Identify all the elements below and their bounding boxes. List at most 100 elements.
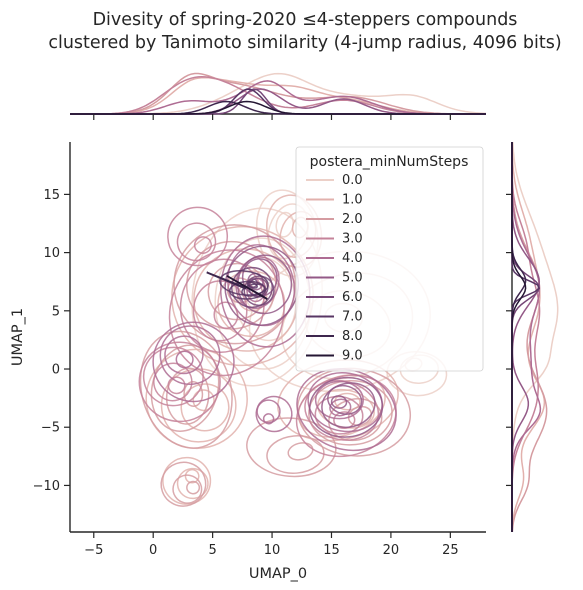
contour-5.0-1-2 bbox=[321, 382, 376, 429]
contour-1.0-3-2 bbox=[162, 456, 212, 505]
y-tick-label-0: 0 bbox=[52, 363, 60, 378]
legend-entry-4.0: 4.0 bbox=[306, 251, 363, 266]
legend-label-0.0: 0.0 bbox=[342, 173, 363, 188]
x-tick-label-20: 20 bbox=[383, 543, 400, 558]
series-9.0 bbox=[226, 275, 268, 300]
y-axis-label: UMAP_1 bbox=[10, 308, 26, 366]
contour-2.0-0-3 bbox=[173, 224, 297, 345]
contour-7.0-0-3 bbox=[219, 270, 269, 296]
contour-4.0-1-1 bbox=[314, 380, 364, 420]
x-axis-label: UMAP_0 bbox=[249, 566, 307, 582]
x-tick-label--5: −5 bbox=[84, 543, 103, 558]
x-tick-label-25: 25 bbox=[442, 543, 459, 558]
legend-entry-3.0: 3.0 bbox=[306, 232, 363, 247]
contour-4.0-0-2 bbox=[227, 244, 296, 327]
legend-entry-2.0: 2.0 bbox=[306, 212, 363, 227]
y-tick-label-15: 15 bbox=[43, 188, 60, 203]
contour-2.0-1-3 bbox=[139, 330, 233, 449]
contour-2.0-1-1 bbox=[165, 367, 210, 425]
contour-2.0-0-2 bbox=[186, 240, 277, 330]
legend-entry-5.0: 5.0 bbox=[306, 271, 363, 286]
contour-1.0-3-1 bbox=[176, 467, 209, 500]
top-marginal-2.0 bbox=[70, 72, 486, 115]
x-tick-label-0: 0 bbox=[149, 543, 157, 558]
contour-2.0-2-0 bbox=[347, 405, 373, 426]
legend-entry-6.0: 6.0 bbox=[306, 290, 363, 305]
contour-2.0-1-0 bbox=[183, 381, 204, 407]
contour-3.0-1-2 bbox=[142, 346, 204, 407]
chart-title-line-1: Divesity of spring-2020 ≤4-steppers comp… bbox=[93, 10, 518, 30]
segment-8.0 bbox=[206, 271, 247, 290]
right-marginal-2.0 bbox=[511, 142, 548, 533]
legend-label-2.0: 2.0 bbox=[342, 212, 363, 227]
contour-3.0-0-3 bbox=[168, 249, 285, 377]
legend-entry-0.0: 0.0 bbox=[306, 173, 363, 188]
contour-3.0-2-3 bbox=[295, 374, 397, 458]
axes: −5 0 5 10 15 20 25 −10 −5 0 5 10 15 bbox=[33, 114, 512, 558]
contour-4.0-2-3 bbox=[152, 321, 235, 403]
contour-2.0-3-1 bbox=[172, 474, 203, 504]
contour-4.0-1-3 bbox=[296, 368, 397, 452]
right-marginal-9.0 bbox=[511, 142, 527, 532]
right-marginal-3.0 bbox=[511, 142, 541, 532]
contour-3.0-1-0 bbox=[167, 376, 186, 395]
contour-1.0-1-1 bbox=[180, 383, 230, 432]
series-8.0 bbox=[206, 271, 247, 290]
legend-label-9.0: 9.0 bbox=[342, 349, 363, 364]
chart-title-line-2: clustered by Tanimoto similarity (4-jump… bbox=[48, 33, 561, 53]
right-marginal-5.0 bbox=[511, 142, 541, 532]
top-marginal-4.0 bbox=[70, 80, 486, 115]
contour-3.0-0-2 bbox=[179, 258, 265, 353]
legend-frame bbox=[295, 146, 484, 372]
y-tick-label--5: −5 bbox=[41, 421, 60, 436]
legend: postera_minNumSteps 0.0 1.0 2.0 3.0 4.0 5.0 6.… bbox=[295, 146, 484, 372]
contour-3.0-1-3 bbox=[138, 341, 221, 423]
contour-4.0-3-0 bbox=[262, 413, 275, 425]
contour-4.0-2-0 bbox=[175, 350, 194, 369]
contour-5.0-1-0 bbox=[330, 395, 348, 409]
contour-3.0-3-0 bbox=[193, 236, 213, 254]
series-3.0 bbox=[138, 206, 397, 458]
contour-2.0-3-2 bbox=[160, 461, 207, 507]
right-marginal-7.0 bbox=[511, 142, 541, 532]
contour-7.0-0-0 bbox=[246, 281, 258, 289]
contour-2.0-4-0 bbox=[287, 442, 314, 461]
legend-label-6.0: 6.0 bbox=[342, 290, 363, 305]
legend-label-1.0: 1.0 bbox=[342, 193, 363, 208]
legend-label-3.0: 3.0 bbox=[342, 232, 363, 247]
contour-4.0-3-2 bbox=[255, 395, 293, 433]
legend-entry-7.0: 7.0 bbox=[306, 310, 363, 325]
segment-9.0 bbox=[226, 275, 268, 300]
contour-4.0-1-0 bbox=[329, 398, 352, 417]
contour-3.0-3-2 bbox=[167, 206, 229, 267]
contour-2.0-4-1 bbox=[266, 435, 325, 474]
right-marginal-6.0 bbox=[511, 142, 540, 532]
y-tick-label--10: −10 bbox=[33, 479, 60, 494]
legend-title: postera_minNumSteps bbox=[310, 154, 469, 170]
contour-5.0-1-1 bbox=[327, 384, 363, 415]
top-marginal-kde bbox=[70, 72, 487, 115]
contour-1.0-3-0 bbox=[184, 468, 200, 484]
legend-label-7.0: 7.0 bbox=[342, 310, 363, 325]
contour-3.0-3-1 bbox=[176, 222, 217, 262]
legend-label-8.0: 8.0 bbox=[342, 329, 363, 344]
legend-label-4.0: 4.0 bbox=[342, 251, 363, 266]
x-tick-label-15: 15 bbox=[323, 543, 340, 558]
legend-entry-9.0: 9.0 bbox=[306, 349, 363, 364]
x-tick-label-10: 10 bbox=[264, 543, 281, 558]
contour-2.0-3-0 bbox=[186, 480, 201, 495]
contour-4.0-2-2 bbox=[159, 325, 221, 386]
y-tick-label-5: 5 bbox=[52, 304, 60, 319]
legend-entry-1.0: 1.0 bbox=[306, 193, 363, 208]
series-7.0 bbox=[219, 270, 269, 300]
contour-5.0-1-3 bbox=[308, 376, 384, 438]
contour-2.0-4-2 bbox=[246, 417, 337, 478]
contour-6.0-0-3 bbox=[231, 266, 273, 309]
x-tick-label-5: 5 bbox=[208, 543, 216, 558]
contour-3.0-2-0 bbox=[333, 411, 356, 430]
contour-3.0-0-0 bbox=[213, 301, 239, 330]
contour-4.0-2-1 bbox=[164, 335, 204, 375]
right-marginal-kde bbox=[511, 141, 559, 533]
top-marginal-9.0 bbox=[70, 100, 486, 115]
